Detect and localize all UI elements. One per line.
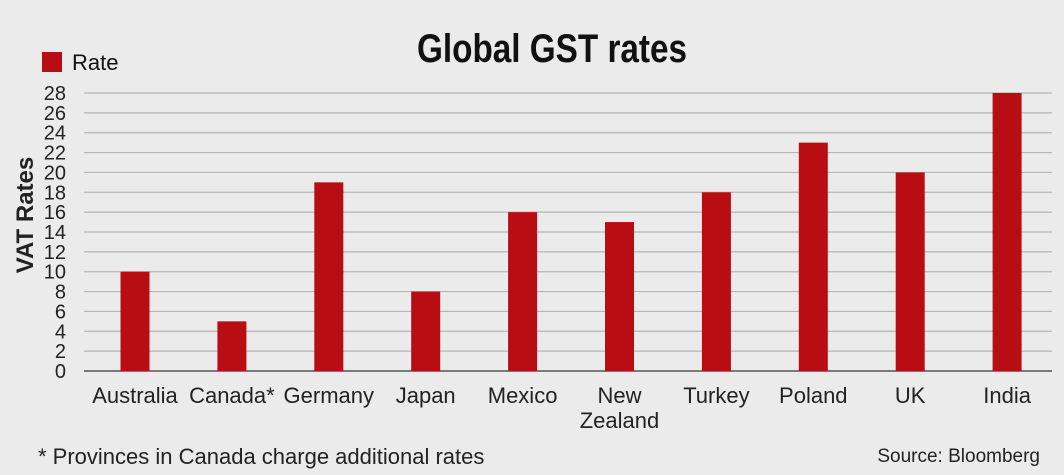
x-category-label: New <box>597 383 641 408</box>
y-tick-label: 2 <box>55 341 66 363</box>
x-category-label: Poland <box>779 383 848 408</box>
legend-swatch <box>42 52 62 72</box>
x-category-label: Japan <box>396 383 456 408</box>
y-tick-label: 8 <box>55 282 66 304</box>
x-category-label: Zealand <box>580 408 660 433</box>
x-category-label: Mexico <box>488 383 558 408</box>
x-category-label: Australia <box>92 383 178 408</box>
y-tick-label: 22 <box>44 143 66 165</box>
bar <box>120 271 150 371</box>
bar <box>217 321 247 371</box>
y-tick-label: 24 <box>44 123 66 145</box>
y-tick-label: 20 <box>44 162 66 184</box>
bar <box>605 222 634 371</box>
bar <box>798 142 828 371</box>
legend-label: Rate <box>72 50 118 75</box>
y-tick-label: 10 <box>44 262 66 284</box>
bar <box>314 182 344 371</box>
x-category-label: Germany <box>284 383 374 408</box>
source-note: Source: Bloomberg <box>877 446 1040 467</box>
x-category-label: Canada* <box>189 383 275 408</box>
y-tick-label: 26 <box>44 103 66 125</box>
y-tick-label: 6 <box>55 301 66 323</box>
x-category-label: UK <box>895 383 926 408</box>
x-category-label: Turkey <box>683 383 749 408</box>
bar <box>701 192 731 371</box>
bar <box>895 172 925 371</box>
grid-lines <box>84 92 1052 372</box>
y-tick-label: 14 <box>44 222 66 244</box>
bar <box>508 212 538 371</box>
y-tick-label: 4 <box>55 321 66 343</box>
y-axis-label: VAT Rates <box>12 157 39 273</box>
chart-title: Global GST rates <box>417 27 687 71</box>
y-tick-label: 28 <box>44 83 66 105</box>
x-category-label: India <box>983 383 1031 408</box>
y-tick-label: 0 <box>55 361 66 383</box>
y-tick-label: 12 <box>44 242 66 264</box>
bar <box>992 93 1022 371</box>
footnote: * Provinces in Canada charge additional … <box>38 444 484 469</box>
x-category-labels: Australia Canada* Germany Japan Mexico NewZea… <box>92 383 1032 433</box>
y-tick-label: 16 <box>44 202 66 224</box>
bars <box>120 93 1022 371</box>
bar <box>411 291 441 371</box>
y-tick-label: 18 <box>44 182 66 204</box>
